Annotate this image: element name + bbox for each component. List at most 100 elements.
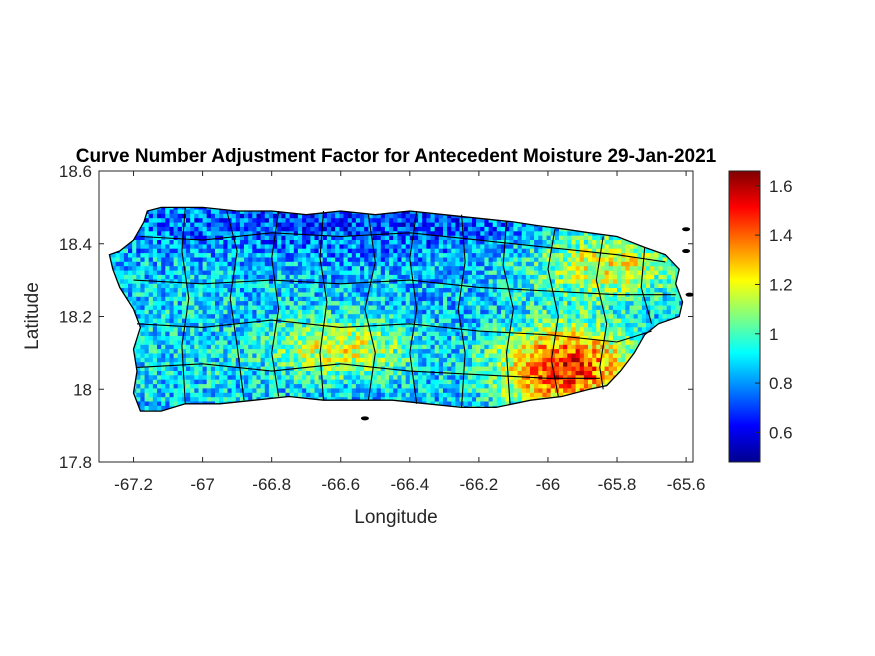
heatmap-cell <box>455 348 461 354</box>
heatmap-cell <box>289 387 295 393</box>
heatmap-cell <box>136 304 141 310</box>
heatmap-cell <box>215 274 220 280</box>
heatmap-cell <box>459 287 465 293</box>
heatmap-cell <box>372 265 378 271</box>
heatmap-cell <box>509 283 514 288</box>
heatmap-cell <box>173 208 179 214</box>
heatmap-cell <box>231 366 237 371</box>
heatmap-cell <box>206 322 212 328</box>
heatmap-cell <box>186 221 191 227</box>
heatmap-cell <box>409 396 415 402</box>
heatmap-cell <box>314 283 320 288</box>
heatmap-cell <box>148 248 154 254</box>
heatmap-cell <box>331 278 336 284</box>
heatmap-cell <box>368 309 374 315</box>
heatmap-cell <box>144 392 150 398</box>
heatmap-cell <box>227 339 233 345</box>
heatmap-cell <box>281 379 286 385</box>
heatmap-cell <box>368 318 374 323</box>
heatmap-cell <box>384 383 390 389</box>
heatmap-cell <box>496 313 502 319</box>
heatmap-cell <box>476 326 481 332</box>
heatmap-cell <box>401 396 407 402</box>
heatmap-cell <box>157 261 162 267</box>
heatmap-cell <box>484 387 490 393</box>
heatmap-cell <box>227 213 233 219</box>
heatmap-cell <box>173 256 179 262</box>
heatmap-cell <box>438 261 444 267</box>
heatmap-cell <box>297 322 303 328</box>
heatmap-cell <box>248 248 253 254</box>
heatmap-cell <box>252 361 257 367</box>
heatmap-cell <box>198 387 204 393</box>
heatmap-cell <box>206 379 212 385</box>
heatmap-cell <box>463 278 469 284</box>
heatmap-cell <box>285 357 291 363</box>
heatmap-cell <box>405 335 411 341</box>
heatmap-cell <box>260 383 266 389</box>
heatmap-cell <box>136 265 141 271</box>
heatmap-cell <box>409 221 415 227</box>
heatmap-cell <box>501 335 506 341</box>
heatmap-cell <box>248 256 253 262</box>
heatmap-cell <box>194 291 199 297</box>
heatmap-cell <box>157 309 162 315</box>
heatmap-cell <box>206 352 212 358</box>
heatmap-cell <box>223 339 228 345</box>
heatmap-cell <box>190 392 195 398</box>
heatmap-cell <box>202 296 208 302</box>
heatmap-cell <box>459 357 465 363</box>
heatmap-cell <box>501 318 506 323</box>
heatmap-cell <box>306 278 311 284</box>
heatmap-cell <box>177 235 183 240</box>
heatmap-cell <box>505 261 510 267</box>
heatmap-cell <box>355 370 361 376</box>
heatmap-cell <box>260 348 266 354</box>
heatmap-cell <box>219 300 224 306</box>
heatmap-cell <box>447 221 452 227</box>
heatmap-cell <box>484 230 490 236</box>
heatmap-cell <box>123 274 129 280</box>
heatmap-cell <box>202 291 208 297</box>
heatmap-cell <box>190 352 195 358</box>
heatmap-cell <box>227 291 233 297</box>
heatmap-cell <box>434 361 440 367</box>
heatmap-cell <box>355 352 361 358</box>
heatmap-cell <box>123 252 129 258</box>
heatmap-cell <box>165 335 170 341</box>
heatmap-cell <box>198 374 204 380</box>
heatmap-cell <box>418 256 423 262</box>
heatmap-cell <box>397 278 403 284</box>
heatmap-cell <box>198 383 204 389</box>
heatmap-cell <box>397 226 403 232</box>
heatmap-cell <box>339 291 345 297</box>
heatmap-cell <box>244 221 249 227</box>
heatmap-cell <box>177 256 183 262</box>
heatmap-cell <box>165 265 170 271</box>
heatmap-cell <box>326 335 332 341</box>
heatmap-cell <box>198 379 204 385</box>
heatmap-cell <box>306 361 311 367</box>
heatmap-cell <box>372 221 378 227</box>
heatmap-cell <box>488 352 494 358</box>
heatmap-cell <box>488 265 494 271</box>
heatmap-cell <box>260 213 266 219</box>
heatmap-cell <box>264 252 270 258</box>
heatmap-cell <box>132 256 137 262</box>
heatmap-cell <box>326 313 332 319</box>
heatmap-cell <box>215 361 220 367</box>
heatmap-cell <box>472 287 477 293</box>
heatmap-cell <box>476 221 481 227</box>
heatmap-cell <box>219 296 224 302</box>
heatmap-cell <box>198 207 204 210</box>
heatmap-cell <box>488 300 494 306</box>
heatmap-cell <box>144 265 150 271</box>
heatmap-cell <box>314 287 320 293</box>
heatmap-cell <box>239 379 245 385</box>
heatmap-cell <box>496 291 502 297</box>
heatmap-cell <box>260 366 266 371</box>
heatmap-cell <box>455 335 461 341</box>
heatmap-cell <box>281 357 286 363</box>
heatmap-cell <box>281 239 286 245</box>
heatmap-cell <box>273 265 278 271</box>
